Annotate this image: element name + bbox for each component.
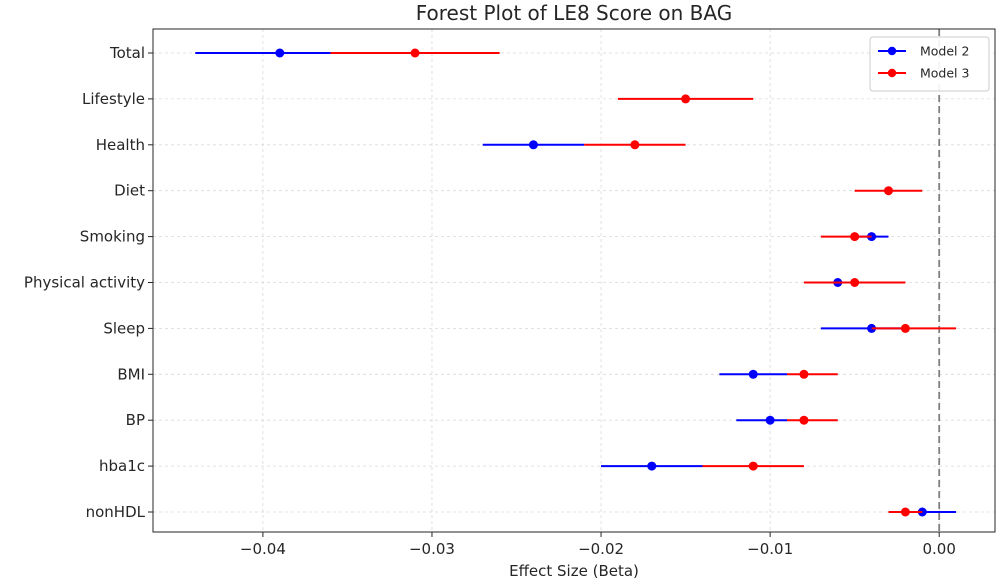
y-tick-label: Diet: [114, 182, 145, 200]
estimate-point: [900, 507, 910, 517]
y-tick-label: Total: [109, 44, 145, 62]
legend-label: Model 3: [920, 66, 969, 81]
y-tick-label: Sleep: [103, 319, 145, 337]
x-tick-label: −0.03: [409, 540, 455, 558]
estimate-point: [900, 323, 910, 333]
y-axis-ticks: Total Lifestyle Health Diet Smoking Physical …: [24, 44, 153, 521]
legend-item: Model 3: [878, 66, 969, 81]
y-tick-label: Physical activity: [24, 274, 145, 292]
estimate-point: [275, 48, 285, 58]
y-tick-label: Health: [96, 136, 145, 154]
y-tick-label: BP: [126, 411, 145, 429]
grid-lines: [153, 29, 995, 532]
series-marks: [195, 48, 957, 517]
estimate-point: [799, 415, 809, 425]
estimate-point: [630, 140, 640, 150]
x-axis-ticks: −0.04 −0.03 −0.02 −0.01 0.00: [240, 532, 956, 558]
x-tick-label: −0.01: [747, 540, 793, 558]
estimate-point: [528, 140, 538, 150]
estimate-point: [765, 415, 775, 425]
estimate-point: [681, 94, 691, 104]
x-axis-label: Effect Size (Beta): [509, 562, 639, 580]
legend-label: Model 2: [920, 44, 969, 59]
estimate-point: [850, 278, 860, 287]
estimate-point: [748, 369, 758, 379]
legend-item: Model 2: [878, 44, 969, 59]
x-tick-label: 0.00: [923, 540, 956, 558]
estimate-point: [748, 461, 758, 471]
plot-frame: [152, 28, 996, 533]
estimate-point: [799, 369, 809, 379]
legend: Model 2 Model 3: [869, 36, 990, 92]
legend-marker: [887, 46, 897, 56]
x-tick-label: −0.04: [240, 540, 286, 558]
legend-marker: [887, 68, 897, 78]
y-tick-label: Smoking: [80, 228, 145, 246]
estimate-point: [410, 48, 420, 58]
series-model-3: [330, 48, 957, 517]
estimate-point: [883, 186, 893, 196]
chart-title: Forest Plot of LE8 Score on BAG: [416, 1, 732, 25]
estimate-point: [647, 461, 657, 471]
x-tick-label: −0.02: [578, 540, 624, 558]
y-tick-label: Lifestyle: [82, 90, 145, 108]
estimate-point: [850, 232, 860, 242]
y-tick-label: hba1c: [99, 457, 145, 475]
y-tick-label: nonHDL: [86, 503, 146, 521]
y-tick-label: BMI: [117, 365, 145, 383]
